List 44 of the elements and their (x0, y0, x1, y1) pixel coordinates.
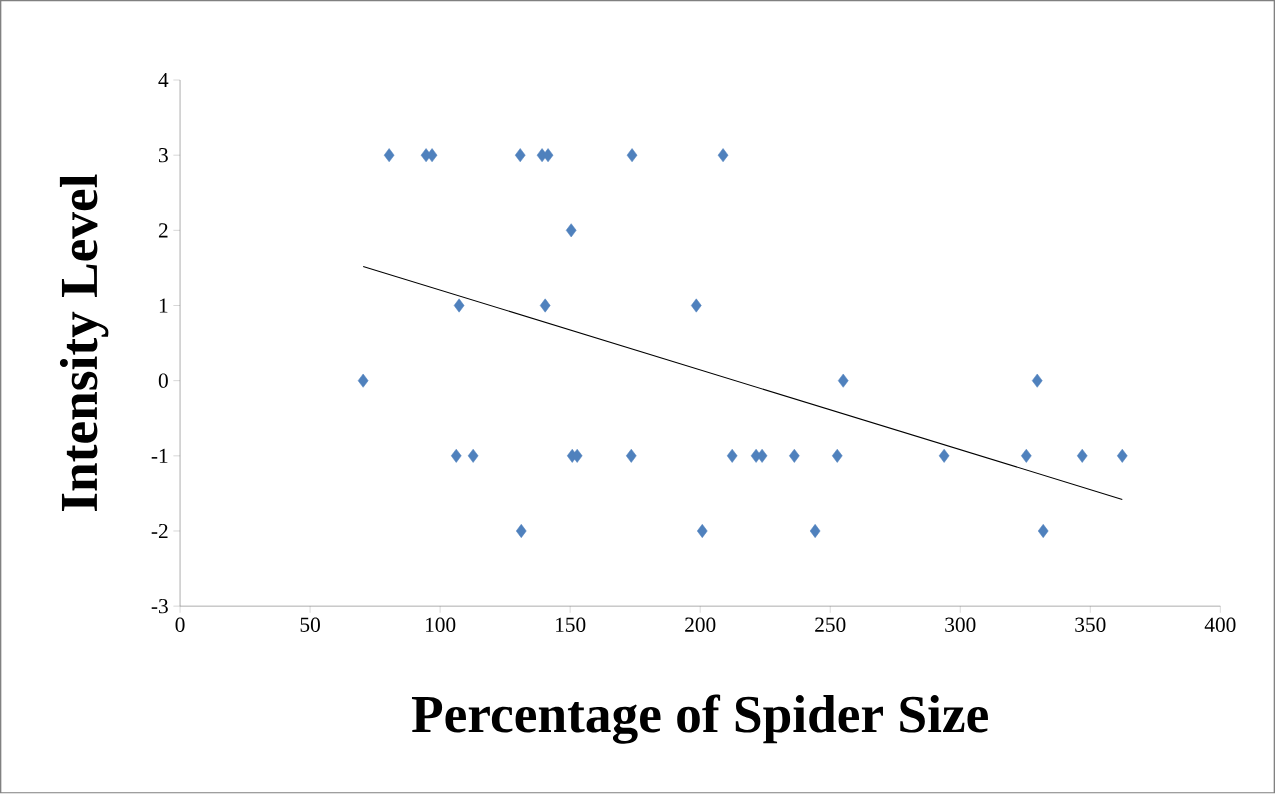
x-tick-label: 0 (175, 617, 185, 633)
point (717, 148, 729, 163)
point (938, 449, 950, 463)
point (1076, 449, 1088, 463)
y-tick-label: 0 (158, 373, 168, 389)
point (809, 524, 821, 539)
point (831, 449, 843, 463)
y-axis-title: Intensity Level (59, 174, 109, 512)
point (539, 298, 551, 313)
y-tick-label: -2 (151, 524, 168, 539)
x-tick-label: 350 (1075, 617, 1106, 633)
point (726, 449, 738, 463)
point (1117, 449, 1128, 463)
y-tick-label: 3 (159, 148, 168, 163)
x-tick-label: 50 (300, 617, 320, 633)
x-tick-label: 200 (685, 617, 716, 633)
point (697, 524, 708, 539)
y-tick-label: 2 (158, 223, 168, 238)
point (515, 524, 527, 539)
point (357, 373, 369, 388)
x-tick-label: 150 (556, 617, 586, 633)
point (383, 148, 395, 163)
point (453, 298, 465, 313)
point (514, 148, 526, 163)
point (837, 373, 849, 388)
point (450, 449, 462, 463)
point (467, 449, 479, 463)
y-tick-label: -1 (151, 449, 168, 464)
point (789, 449, 800, 463)
point (626, 148, 638, 163)
x-axis-title: Percentage of Spider Size (411, 694, 988, 745)
y-tick-label: 1 (159, 298, 168, 313)
point (626, 449, 637, 463)
point (1037, 524, 1049, 539)
point (1031, 373, 1043, 388)
x-tick-label: 250 (815, 617, 846, 633)
y-tick-label: 4 (158, 73, 169, 88)
point (691, 298, 702, 313)
y-tick-label: -3 (151, 599, 168, 614)
point (565, 223, 577, 238)
point (1021, 449, 1032, 463)
x-tick-label: 400 (1204, 617, 1236, 633)
x-tick-label: 300 (945, 617, 976, 633)
x-tick-label: 100 (426, 617, 456, 633)
